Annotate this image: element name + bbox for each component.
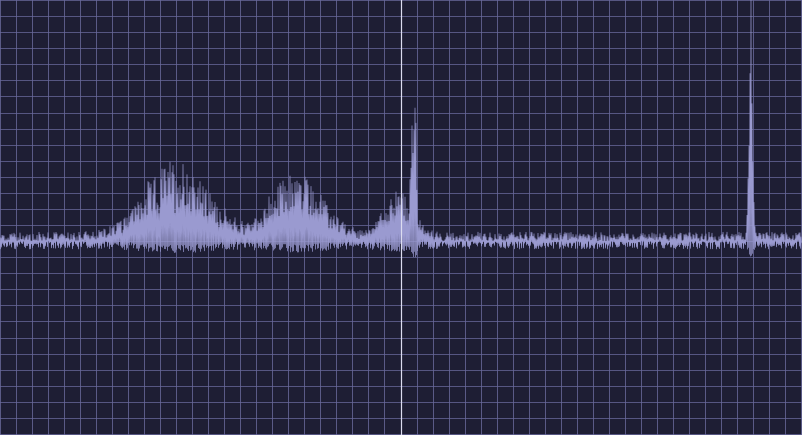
signal-trace	[0, 0, 802, 258]
signal-trace-line	[0, 0, 802, 258]
